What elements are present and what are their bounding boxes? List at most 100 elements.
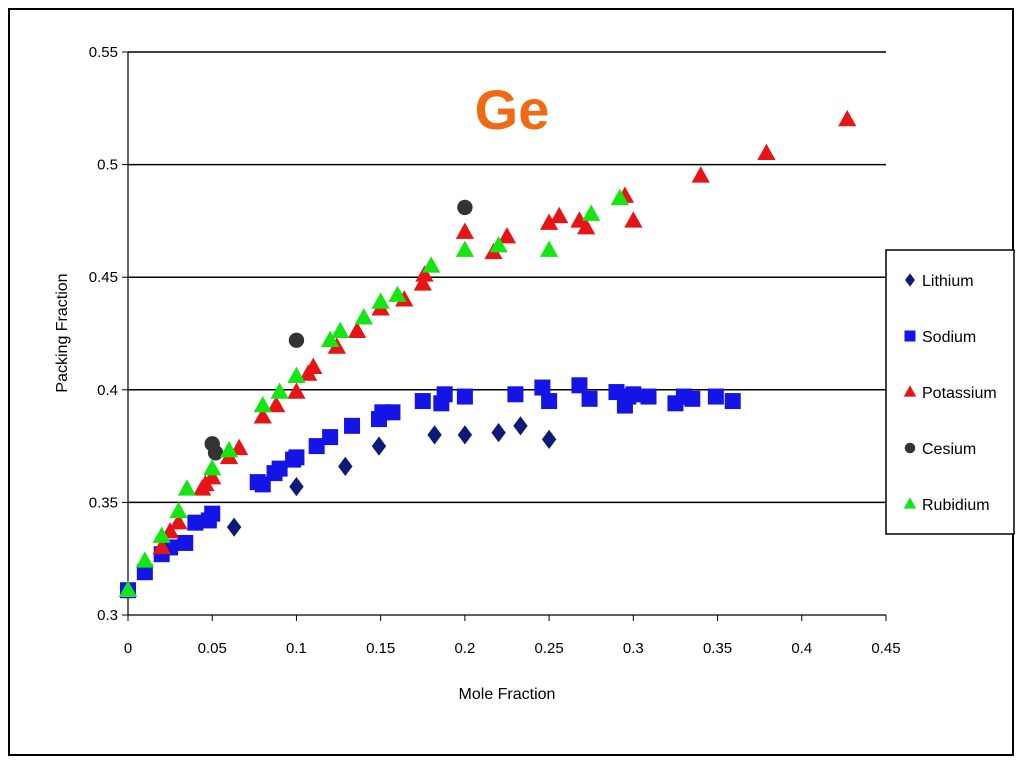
rubidium-point	[321, 330, 340, 347]
sodium-point	[187, 514, 204, 531]
potassium-point	[304, 357, 323, 374]
lithium-point	[427, 425, 442, 445]
axes	[122, 51, 887, 621]
potassium-point	[152, 537, 171, 555]
rubidium-point	[253, 395, 272, 413]
potassium-point	[287, 382, 306, 399]
potassium-point	[497, 227, 517, 244]
sodium-point	[414, 393, 431, 410]
potassium-point	[838, 109, 857, 127]
cesium-point	[288, 332, 305, 348]
sodium-point	[288, 449, 305, 466]
rubidium-point	[135, 551, 154, 568]
potassium-point	[757, 143, 776, 161]
lithium-point	[513, 416, 528, 436]
cesium-point	[207, 445, 224, 461]
potassium-point	[455, 222, 475, 239]
legend-marker-potassium	[903, 385, 917, 397]
legend-label-lithium: Lithium	[922, 273, 974, 290]
rubidium-point	[219, 441, 239, 458]
sodium-point	[177, 534, 194, 551]
x-tick-label: 0.4	[791, 640, 812, 657]
lithium-point	[491, 422, 506, 443]
x-tick-label: 0.3	[623, 640, 644, 657]
rubidium-point	[371, 292, 390, 309]
y-tick-label: 0.3	[97, 607, 118, 624]
lithium-point	[541, 429, 557, 449]
y-axis-title: Packing Fraction	[54, 273, 71, 392]
data-points	[118, 109, 857, 600]
legend-label-potassium: Potassium	[922, 385, 997, 402]
potassium-point	[550, 206, 569, 224]
rubidium-point	[177, 479, 197, 496]
sodium-point	[384, 404, 401, 421]
potassium-point	[413, 274, 432, 291]
rubidium-point	[610, 188, 629, 206]
potassium-point	[203, 468, 222, 485]
sodium-point	[136, 564, 153, 581]
sodium-point	[271, 460, 288, 477]
x-tick-label: 0.05	[198, 640, 227, 657]
potassium-point	[577, 218, 596, 235]
rubidium-point	[422, 256, 441, 273]
sodium-point	[344, 417, 361, 434]
lithium-point	[289, 477, 304, 497]
rubidium-point	[152, 526, 171, 543]
legend-label-sodium: Sodium	[922, 329, 976, 346]
cesium-point	[457, 199, 473, 216]
sodium-point	[534, 379, 551, 396]
y-tick-label: 0.5	[97, 157, 118, 174]
rubidium-point	[455, 240, 475, 257]
x-tick-label: 0.15	[366, 640, 395, 657]
legend-marker-lithium	[905, 273, 915, 287]
rubidium-point	[331, 321, 350, 338]
sodium-point	[640, 388, 657, 405]
sodium-point	[204, 505, 221, 522]
sodium-point	[724, 393, 741, 410]
y-tick-label: 0.55	[89, 44, 118, 61]
sodium-point	[707, 388, 724, 405]
sodium-point	[684, 390, 701, 407]
legend-marker-sodium	[904, 330, 916, 342]
sodium-point	[456, 388, 473, 405]
potassium-point	[169, 513, 188, 530]
y-tick-label: 0.45	[89, 269, 118, 286]
sodium-point	[322, 429, 339, 446]
y-tick-label: 0.35	[89, 494, 118, 511]
sodium-point	[541, 393, 558, 410]
sodium-point	[507, 386, 524, 403]
x-axis-title: Mole Fraction	[459, 686, 556, 703]
rubidium-point	[203, 459, 222, 476]
potassium-point	[253, 407, 272, 424]
rubidium-point	[169, 501, 188, 519]
sodium-point	[571, 377, 588, 394]
chart-frame	[8, 8, 1014, 756]
rubidium-point	[582, 204, 601, 221]
x-tick-label: 0.2	[454, 640, 475, 657]
potassium-point	[624, 211, 643, 228]
sodium-point	[581, 390, 598, 407]
sodium-point	[625, 386, 642, 403]
lithium-point	[226, 517, 242, 537]
rubidium-point	[287, 366, 306, 384]
rubidium-point	[354, 308, 373, 325]
x-tick-label: 0.45	[871, 640, 900, 657]
chart-title: Ge	[475, 78, 550, 141]
rubidium-point	[270, 382, 289, 399]
x-tick-label: 0.35	[703, 640, 732, 657]
rubidium-point	[539, 240, 559, 257]
legend-label-rubidium: Rubidium	[922, 497, 990, 514]
gridlines	[128, 51, 886, 504]
legend: Lithium Sodium Potassium Cesium Rubidium	[885, 249, 1015, 535]
rubidium-point	[388, 285, 407, 302]
tick-labels: 0.3 0.35 0.4 0.45 0.5 0.55 0 0.05 0.1 0.15 0.2 0.25…	[89, 44, 901, 657]
lithium-point	[457, 425, 473, 445]
potassium-point	[415, 265, 434, 282]
x-tick-label: 0.25	[535, 640, 564, 657]
potassium-point	[691, 166, 710, 183]
sodium-point	[436, 386, 453, 403]
potassium-point	[267, 395, 286, 413]
lithium-point	[338, 456, 353, 476]
legend-label-cesium: Cesium	[922, 441, 976, 458]
